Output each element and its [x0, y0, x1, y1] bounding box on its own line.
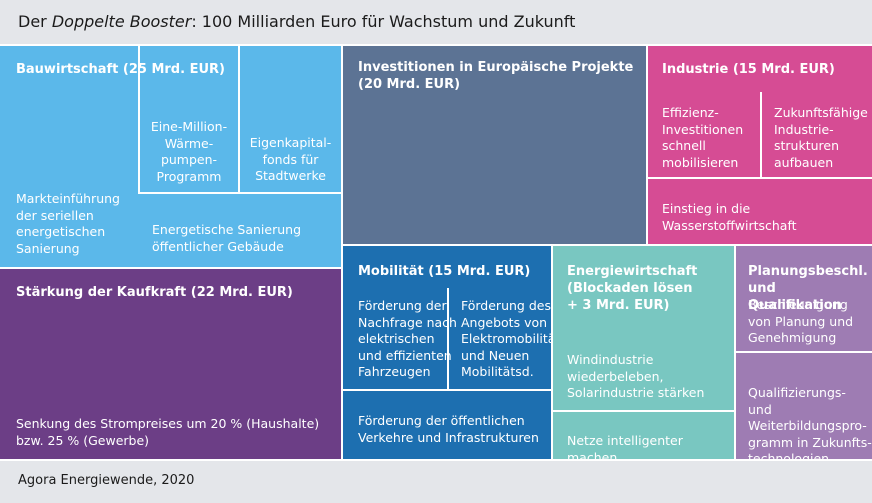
energie-block: Energiewirtschaft (Blockaden lösen + 3 M… [553, 246, 734, 465]
europa-block: Investitionen in Europäische Projekte (2… [343, 46, 646, 244]
energie-title: Energiewirtschaft (Blockaden lösen + 3 M… [567, 264, 698, 313]
planung-block: Planungsbeschl. und Qualifikation Beschl… [736, 246, 872, 466]
plan-item-beschleunigung: Beschleunigung von Planung und Genehmigu… [748, 297, 854, 345]
footer-bar: Agora Energiewende, 2020 [0, 461, 872, 503]
ind-item-effizienz: Effizienz- Investitionen schnell mobilis… [662, 105, 744, 170]
bau-divider-v2 [238, 46, 240, 194]
bau-item-eigenkapitalfonds: Eigenkapital- fonds für Stadtwerke [249, 135, 332, 183]
mobilitaet-block: Mobilität (15 Mrd. EUR) Förderung der Na… [343, 246, 560, 459]
mobilitaet-title: Mobilität (15 Mrd. EUR) [358, 264, 531, 279]
ind-item-wasserstoff: Einstieg in die Wasserstoffwirtschaft [662, 201, 797, 233]
industrie-block: Industrie (15 Mrd. EUR) Effizienz- Inves… [648, 46, 872, 244]
title-emphasis: Doppelte Booster [51, 12, 192, 31]
header-bar: Der Doppelte Booster: 100 Milliarden Eur… [0, 0, 872, 44]
kaufkraft-block: Stärkung der Kaufkraft (22 Mrd. EUR) Sen… [0, 269, 341, 459]
en-item-netze: Netze intelligenter machen [567, 433, 683, 465]
bau-item-sanierung: Energetische Sanierung öffentlicher Gebä… [152, 222, 301, 254]
bau-item-waermepumpen: Eine-Million- Wärme- pumpen- Programm [150, 119, 228, 184]
europa-title: Investitionen in Europäische Projekte (2… [358, 60, 634, 92]
mob-item-nachfrage: Förderung der Nachfrage nach elektrische… [358, 298, 457, 379]
source-note: Agora Energiewende, 2020 [18, 473, 195, 488]
bau-item-markteinfuehrung: Markteinführung der seriellen energetisc… [16, 191, 120, 256]
ind-divider-v [760, 92, 762, 178]
plan-item-qualifizierung: Qualifizierungs- und Weiterbildungspro- … [748, 385, 872, 466]
bauwirtschaft-title: Bauwirtschaft (25 Mrd. EUR) [16, 62, 225, 77]
industrie-title: Industrie (15 Mrd. EUR) [662, 62, 835, 77]
mob-item-oepnv: Förderung der öffentlichen Verkehre und … [358, 413, 539, 445]
bauwirtschaft-block: Bauwirtschaft (25 Mrd. EUR) Eine-Million… [0, 46, 341, 267]
ind-item-zukunftsfaehig: Zukunftsfähige Industrie- strukturen auf… [774, 105, 868, 170]
title-suffix: : 100 Milliarden Euro für Wachstum und Z… [191, 12, 576, 31]
mob-divider-h [343, 389, 551, 391]
title-prefix: Der [18, 12, 52, 31]
mob-item-angebot: Förderung des Angebots von Elektromobili… [461, 298, 561, 379]
planung-title: Planungsbeschl. und Qualifikation [748, 264, 868, 313]
bau-divider-h [138, 192, 341, 194]
kaufkraft-title: Stärkung der Kaufkraft (22 Mrd. EUR) [16, 285, 293, 300]
bau-divider-v1 [138, 46, 140, 194]
en-item-wind-solar: Windindustrie wiederbeleben, Solarindust… [567, 352, 705, 400]
plan-divider-h [736, 351, 872, 353]
kaufkraft-item-strompreis: Senkung des Strompreises um 20 % (Hausha… [16, 416, 320, 448]
mob-divider-v [447, 288, 449, 390]
ind-divider-h [648, 177, 872, 179]
page-title: Der Doppelte Booster: 100 Milliarden Eur… [18, 12, 575, 31]
en-divider-h [553, 410, 734, 412]
